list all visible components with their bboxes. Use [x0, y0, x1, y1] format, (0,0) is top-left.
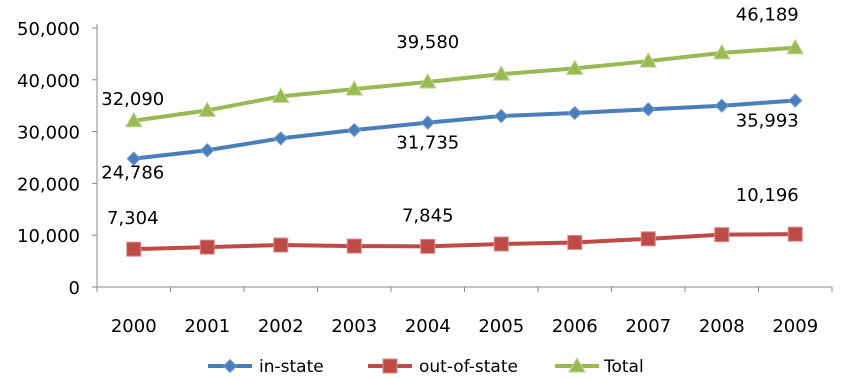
data-point	[492, 65, 511, 81]
chart-legend: in-state out-of-state Total	[208, 356, 644, 377]
legend-item-out-of-state: out-of-state	[368, 357, 518, 377]
series-line	[131, 45, 798, 123]
data-point	[271, 87, 290, 103]
data-point	[346, 238, 362, 254]
x-tick-label: 2007	[625, 316, 671, 337]
data-point	[273, 237, 289, 253]
x-tick-label: 2003	[331, 316, 377, 337]
legend-marker	[222, 358, 238, 374]
x-axis-ticks: 2000 2001 2002 2003 2004 2005 2006 2007 2008 2009	[96, 287, 833, 337]
legend-marker	[568, 356, 586, 373]
legend-marker	[382, 358, 398, 374]
x-tick-label: 2008	[699, 316, 745, 337]
data-label: 39,580	[396, 32, 459, 53]
x-tick-label: 2005	[478, 316, 524, 337]
data-point	[567, 234, 583, 250]
y-tick-label: 50,000	[17, 19, 80, 40]
legend-label: out-of-state	[419, 357, 518, 377]
data-point	[345, 80, 364, 96]
x-tick-label: 2009	[772, 316, 818, 337]
data-label: 31,735	[396, 133, 459, 154]
series-total	[124, 38, 805, 128]
data-point	[787, 226, 803, 242]
y-tick-label: 20,000	[17, 174, 80, 195]
data-point	[788, 93, 803, 108]
series-in-state	[126, 93, 803, 166]
data-point	[347, 122, 362, 138]
series-line	[131, 232, 798, 252]
legend-label: in-state	[259, 357, 324, 377]
data-point	[712, 43, 731, 60]
x-tick-label: 2004	[405, 316, 451, 337]
data-label: 7,304	[107, 208, 159, 229]
x-tick-label: 2000	[111, 316, 157, 337]
legend-item-total: Total	[555, 356, 644, 377]
data-point	[420, 115, 435, 130]
data-point	[640, 231, 656, 247]
series-out-of-state	[126, 226, 803, 257]
x-tick-label: 2006	[552, 316, 598, 337]
data-point	[714, 98, 729, 113]
data-label: 35,993	[736, 111, 799, 132]
data-label: 32,090	[101, 89, 164, 110]
data-point	[565, 59, 584, 75]
chart-series	[124, 38, 805, 257]
data-point	[418, 72, 437, 89]
y-tick-label: 0	[69, 278, 80, 299]
data-point	[493, 236, 509, 252]
legend-item-in-state: in-state	[208, 357, 324, 377]
data-point	[198, 101, 217, 117]
data-point	[126, 151, 141, 166]
y-tick-label: 30,000	[17, 123, 80, 144]
data-label: 7,845	[402, 205, 454, 226]
data-label: 24,786	[101, 163, 164, 184]
data-point	[714, 227, 730, 243]
legend-label: Total	[603, 357, 644, 377]
y-axis-ticks: 0 10,000 20,000 30,000 40,000 50,000	[17, 19, 97, 299]
data-labels: 24,786 31,735 35,993 7,304 7,845 10,196 32,090…	[101, 5, 798, 229]
data-point	[494, 108, 509, 124]
y-tick-label: 10,000	[17, 226, 80, 247]
data-point	[199, 239, 215, 255]
data-point	[273, 131, 288, 146]
data-point	[639, 52, 658, 68]
series-line	[131, 98, 798, 161]
x-tick-label: 2002	[258, 316, 304, 337]
y-tick-label: 40,000	[17, 71, 80, 92]
data-label: 46,189	[736, 5, 799, 26]
data-point	[641, 102, 656, 117]
data-point	[567, 105, 582, 121]
data-label: 10,196	[736, 185, 799, 206]
data-point	[126, 241, 142, 257]
x-tick-label: 2001	[184, 316, 230, 337]
data-point	[786, 38, 805, 55]
data-point	[124, 111, 143, 128]
data-point	[420, 238, 436, 254]
data-point	[200, 143, 215, 158]
